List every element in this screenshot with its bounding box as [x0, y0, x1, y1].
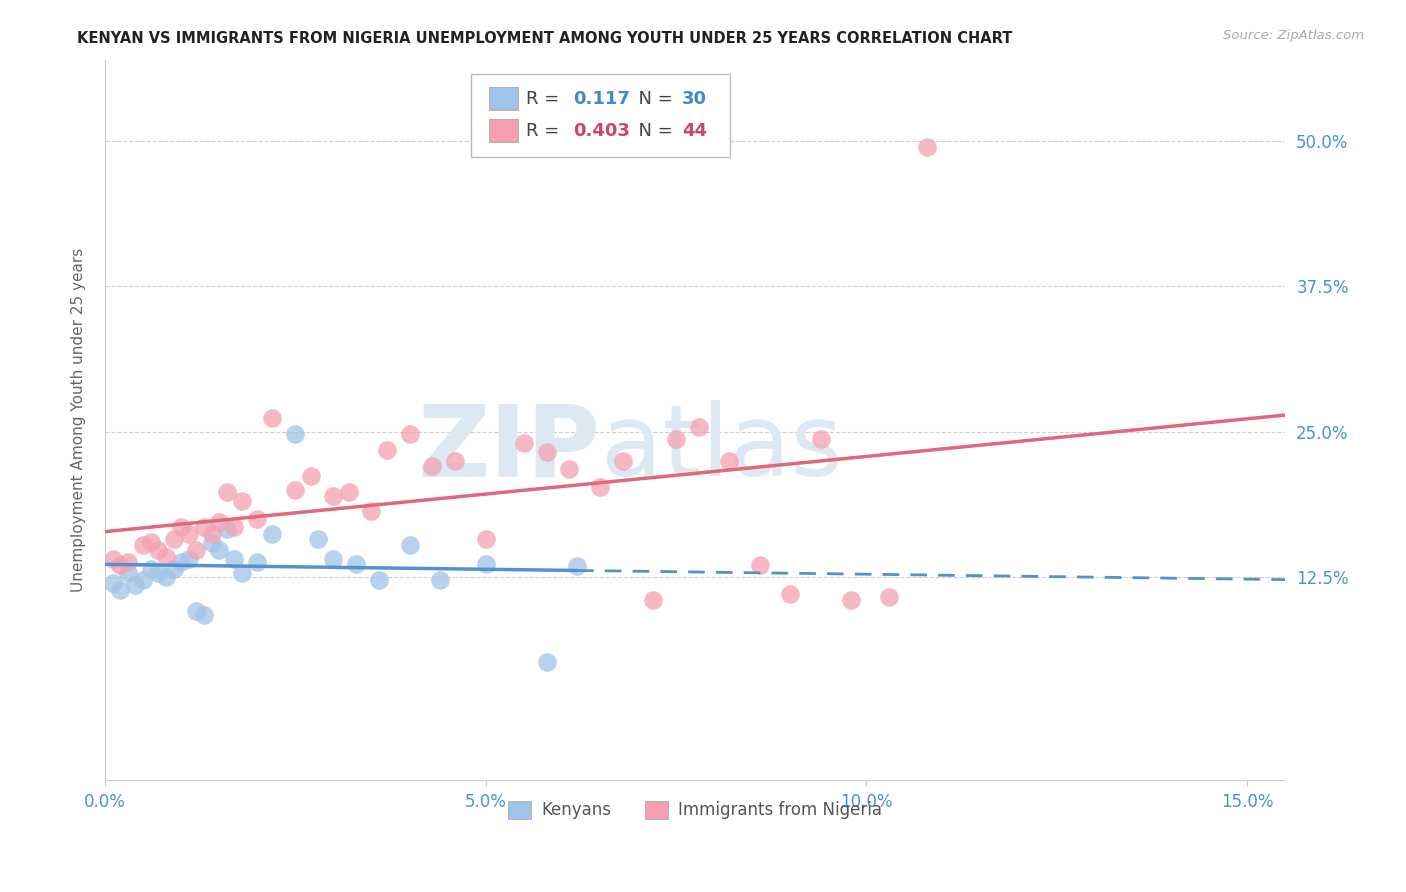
- Point: [536, 655, 558, 669]
- Point: [224, 520, 246, 534]
- Point: [665, 432, 688, 446]
- Point: [208, 543, 231, 558]
- FancyBboxPatch shape: [471, 74, 731, 157]
- Point: [132, 574, 155, 588]
- Point: [368, 574, 391, 588]
- Point: [162, 562, 184, 576]
- Point: [124, 578, 146, 592]
- Point: [375, 443, 398, 458]
- Point: [117, 566, 139, 581]
- Text: N =: N =: [627, 122, 678, 140]
- Point: [565, 559, 588, 574]
- Point: [200, 536, 222, 550]
- Point: [101, 552, 124, 566]
- Point: [877, 590, 900, 604]
- Point: [322, 489, 344, 503]
- Point: [110, 582, 132, 597]
- Point: [444, 453, 467, 467]
- Text: atlas: atlas: [600, 401, 842, 497]
- Point: [155, 570, 177, 584]
- Point: [322, 552, 344, 566]
- Point: [193, 608, 215, 623]
- Point: [839, 593, 862, 607]
- Point: [200, 527, 222, 541]
- Text: 44: 44: [682, 122, 707, 140]
- Point: [246, 555, 269, 569]
- Point: [779, 587, 801, 601]
- Point: [398, 426, 420, 441]
- Point: [148, 566, 170, 581]
- Point: [422, 459, 444, 474]
- Point: [474, 532, 496, 546]
- Point: [915, 140, 938, 154]
- Point: [101, 575, 124, 590]
- Point: [718, 453, 741, 467]
- Point: [360, 503, 382, 517]
- Point: [139, 562, 162, 576]
- Point: [148, 543, 170, 558]
- Point: [398, 539, 420, 553]
- Point: [162, 532, 184, 546]
- Point: [262, 410, 284, 425]
- Point: [231, 566, 253, 581]
- Point: [246, 512, 269, 526]
- Point: [215, 522, 238, 536]
- Text: KENYAN VS IMMIGRANTS FROM NIGERIA UNEMPLOYMENT AMONG YOUTH UNDER 25 YEARS CORREL: KENYAN VS IMMIGRANTS FROM NIGERIA UNEMPL…: [77, 31, 1012, 46]
- Point: [193, 520, 215, 534]
- Text: R =: R =: [526, 89, 565, 108]
- Text: Source: ZipAtlas.com: Source: ZipAtlas.com: [1223, 29, 1364, 43]
- Point: [177, 527, 200, 541]
- Point: [643, 593, 665, 607]
- Point: [589, 480, 612, 494]
- Point: [262, 527, 284, 541]
- Bar: [488, 120, 517, 143]
- Point: [748, 558, 770, 573]
- Point: [337, 485, 360, 500]
- Text: 0.117: 0.117: [574, 89, 630, 108]
- Point: [612, 453, 634, 467]
- Point: [688, 420, 710, 434]
- Text: R =: R =: [526, 122, 565, 140]
- Point: [284, 426, 307, 441]
- Point: [810, 432, 832, 446]
- Point: [284, 483, 307, 497]
- Y-axis label: Unemployment Among Youth under 25 years: Unemployment Among Youth under 25 years: [72, 248, 86, 592]
- Point: [474, 557, 496, 571]
- Point: [429, 574, 451, 588]
- Text: 30: 30: [682, 89, 707, 108]
- Text: N =: N =: [627, 89, 678, 108]
- Text: 0.403: 0.403: [574, 122, 630, 140]
- Text: ZIP: ZIP: [418, 401, 600, 497]
- Point: [170, 555, 193, 569]
- Point: [186, 604, 208, 618]
- Point: [307, 532, 329, 546]
- Point: [344, 557, 367, 571]
- Point: [536, 445, 558, 459]
- Point: [215, 485, 238, 500]
- Point: [186, 543, 208, 558]
- Point: [231, 494, 253, 508]
- Point: [170, 520, 193, 534]
- Point: [208, 515, 231, 529]
- Point: [117, 555, 139, 569]
- Point: [177, 552, 200, 566]
- Point: [512, 436, 534, 450]
- Point: [558, 462, 581, 476]
- Point: [155, 550, 177, 565]
- Point: [132, 539, 155, 553]
- Point: [299, 468, 322, 483]
- Bar: [488, 87, 517, 110]
- Point: [224, 552, 246, 566]
- Legend: Kenyans, Immigrants from Nigeria: Kenyans, Immigrants from Nigeria: [502, 794, 889, 826]
- Point: [139, 535, 162, 549]
- Point: [110, 558, 132, 573]
